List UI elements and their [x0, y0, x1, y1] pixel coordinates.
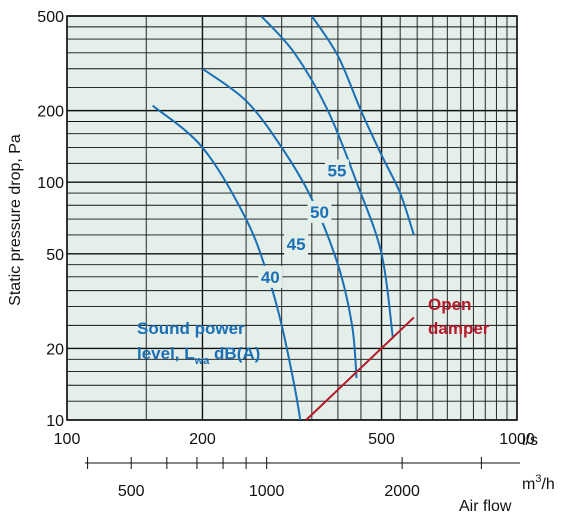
damper-label-line2: damper — [428, 319, 490, 338]
y-tick-label: 100 — [37, 175, 64, 192]
curve-label-40: 40 — [261, 268, 280, 287]
secondary-unit-sup: 3 — [535, 473, 541, 485]
x-tick-label: 200 — [189, 431, 216, 448]
plot-area — [67, 16, 517, 420]
curve-label-bg — [324, 159, 349, 182]
y-tick-label: 500 — [37, 9, 64, 26]
grid — [66, 15, 518, 421]
secondary-unit-tail: /h — [541, 476, 554, 493]
curve-label-bg — [284, 232, 309, 255]
secondary-tick-label: 500 — [118, 483, 145, 500]
annotations: Sound power level, Lwa dB(A) Open damper — [137, 295, 490, 367]
curve-label-bg — [307, 200, 332, 223]
x-tick-labels: 100 200 500 1000 — [54, 431, 535, 448]
secondary-tick-label: 1000 — [249, 483, 285, 500]
secondary-unit-label: m3/h — [522, 473, 555, 493]
legend-text-line1: Sound power — [137, 319, 245, 338]
series-line-open-damper — [305, 316, 415, 421]
damper-label-line1: Open — [428, 295, 471, 314]
x-tick-label: 100 — [54, 431, 81, 448]
curve-label-50: 50 — [310, 203, 329, 222]
curve-label-55: 55 — [327, 162, 346, 181]
series-line-45 — [201, 67, 358, 379]
legend-text-line2: level, Lwa dB(A) — [137, 344, 260, 367]
series-line-50 — [260, 15, 394, 339]
legend-line2-pre: level, L — [137, 344, 195, 363]
x-tick-label: 1000 — [499, 431, 535, 448]
air-flow-title: Air flow — [459, 498, 512, 515]
y-tick-label: 10 — [46, 413, 64, 430]
y-tick-label: 200 — [37, 104, 64, 121]
x-tick-label: 500 — [368, 431, 395, 448]
y-tick-label: 20 — [46, 341, 64, 358]
secondary-tick-label: 2000 — [384, 483, 420, 500]
y-tick-labels: 10 20 50 100 200 500 — [37, 9, 64, 430]
legend-line2-sub: wa — [194, 355, 211, 367]
y-tick-label: 50 — [46, 247, 64, 264]
curve-label-45: 45 — [287, 235, 306, 254]
x-unit-label: l/s — [522, 432, 538, 449]
curve-label-bg — [258, 265, 283, 288]
secondary-x-axis: 500 1000 2000 — [85, 457, 520, 500]
legend-line2-post: dB(A) — [209, 344, 260, 363]
y-axis-title: Static pressure drop, Pa — [7, 134, 24, 306]
secondary-unit-base: m — [522, 476, 535, 493]
series-line-55 — [310, 15, 415, 236]
plot-frame — [66, 15, 518, 421]
